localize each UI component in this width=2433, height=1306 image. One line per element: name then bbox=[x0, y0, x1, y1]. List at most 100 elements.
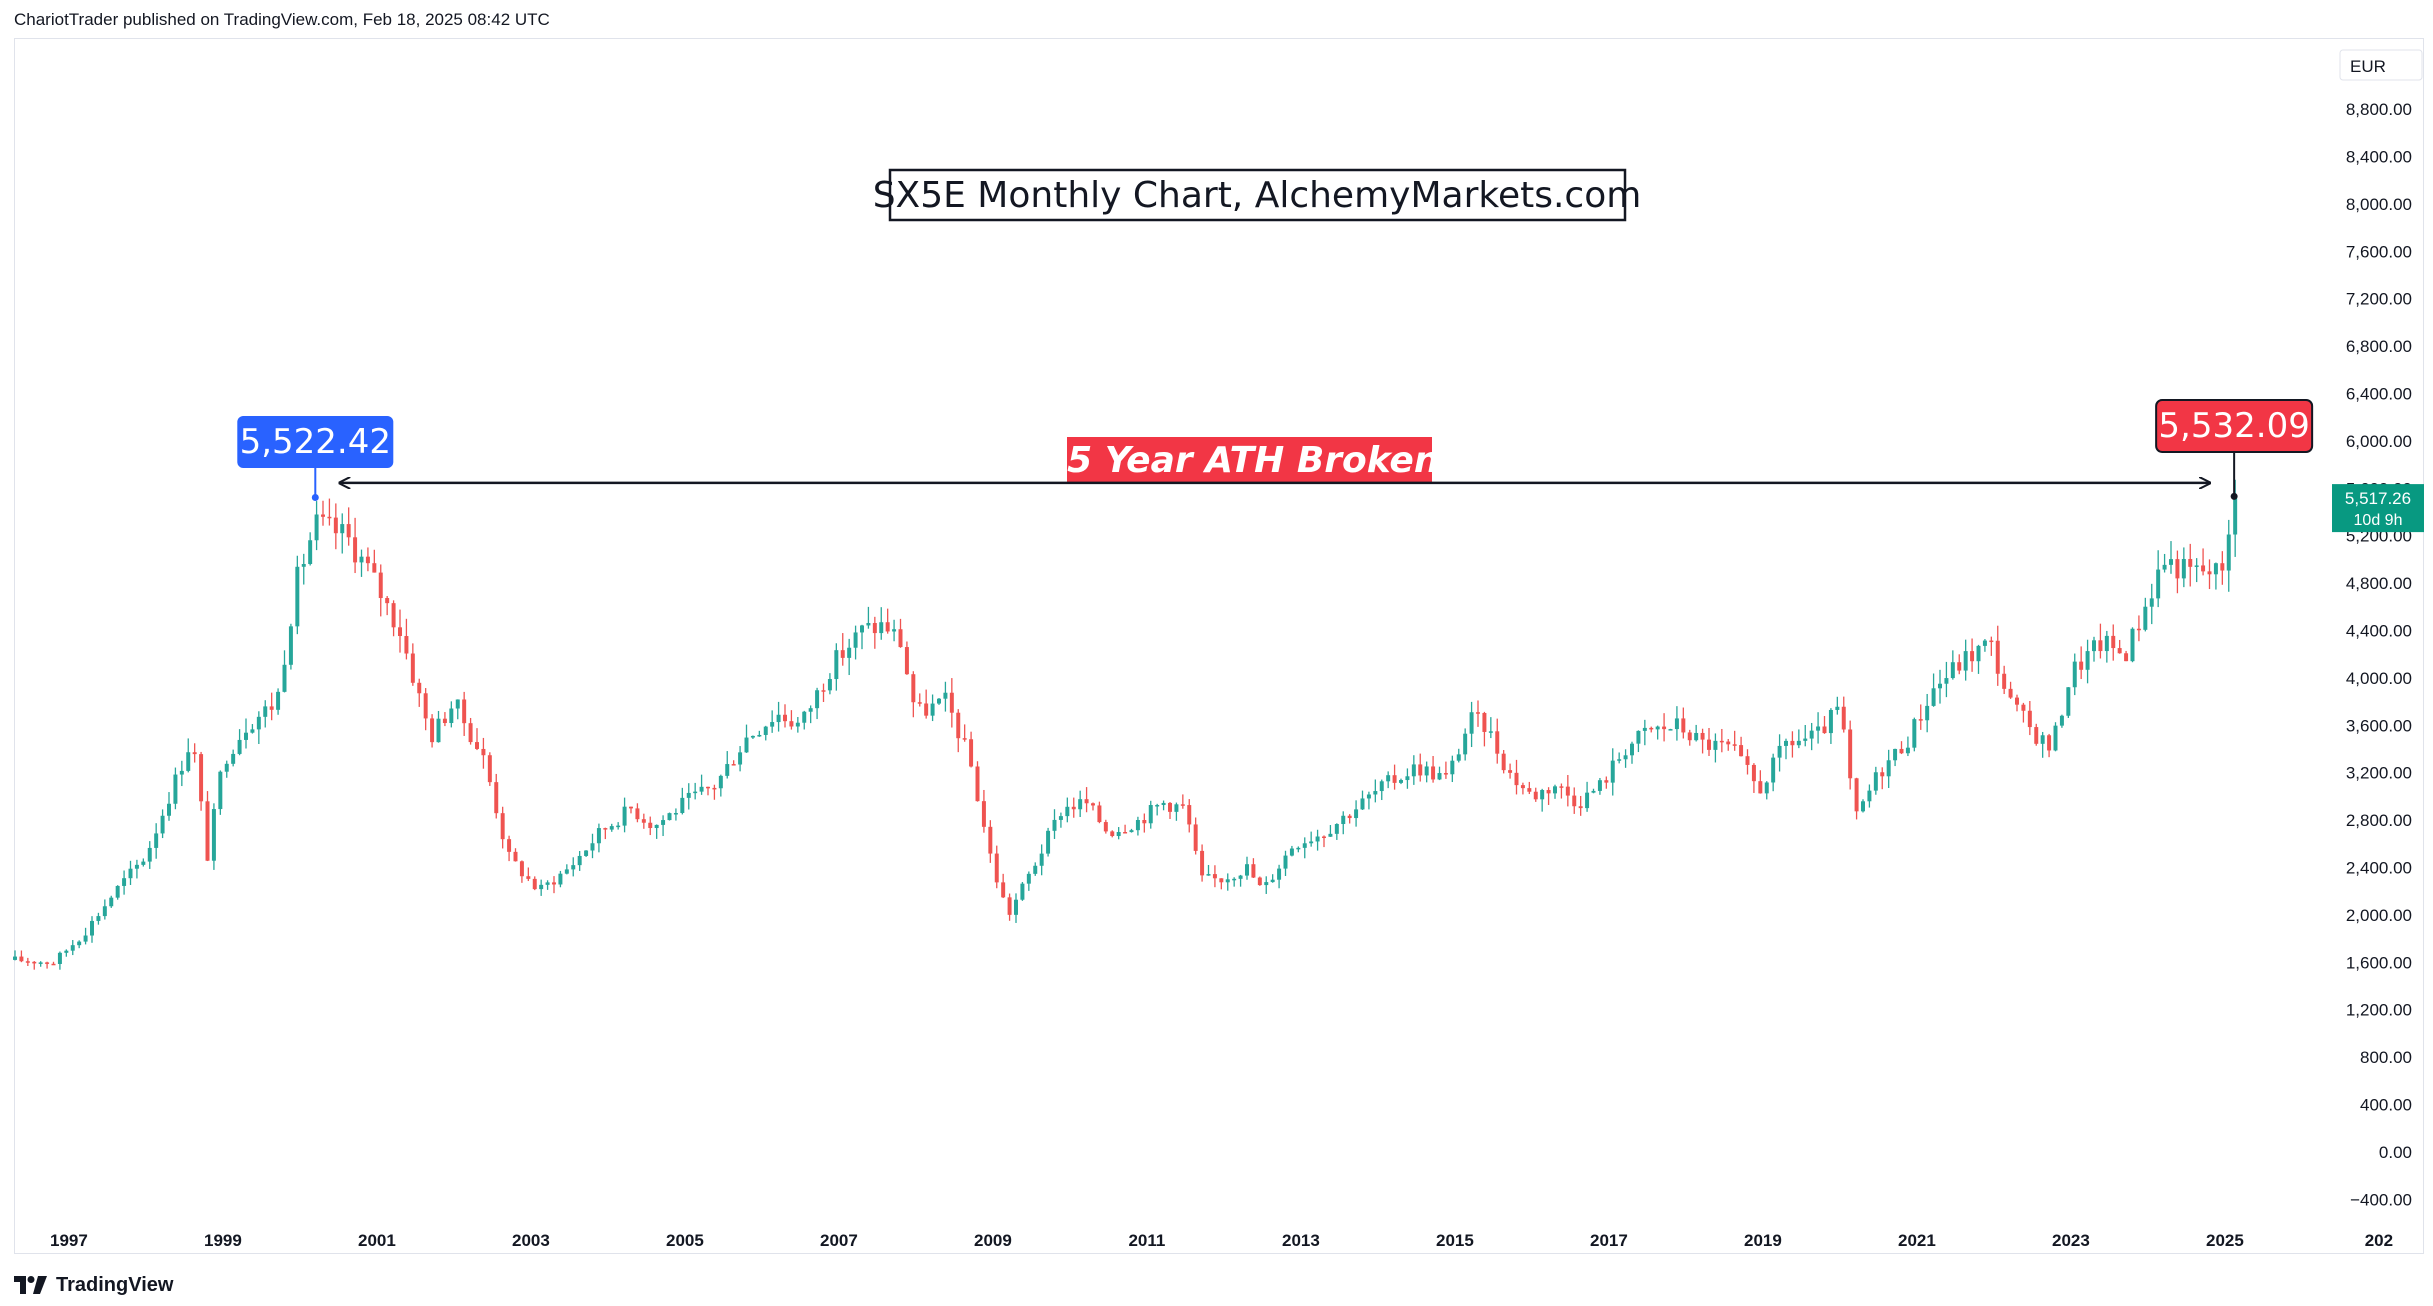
candle bbox=[1674, 706, 1679, 741]
candle bbox=[1514, 759, 1519, 795]
candle bbox=[372, 549, 377, 573]
candle bbox=[513, 848, 518, 862]
candle bbox=[1803, 724, 1808, 747]
candle bbox=[2092, 636, 2096, 662]
candle bbox=[2220, 551, 2225, 585]
candle bbox=[102, 899, 107, 920]
candle bbox=[680, 787, 685, 815]
y-tick-label: 2,400.00 bbox=[2346, 859, 2412, 878]
candle bbox=[423, 688, 428, 731]
candle bbox=[442, 712, 447, 727]
candle bbox=[2002, 665, 2007, 695]
candle bbox=[83, 927, 88, 945]
candle bbox=[276, 688, 281, 715]
last-price-badge[interactable]: 5,517.26 10d 9h bbox=[2332, 484, 2424, 533]
candle bbox=[2053, 722, 2058, 752]
candle bbox=[1501, 750, 1506, 774]
x-tick-label: 2021 bbox=[1898, 1231, 1936, 1250]
candle bbox=[1816, 712, 1821, 744]
ath-banner-text: 25 Year ATH Broken! bbox=[1042, 440, 1456, 481]
candle bbox=[128, 860, 133, 885]
candle bbox=[1533, 787, 1538, 802]
candle bbox=[391, 600, 396, 637]
candle bbox=[2117, 639, 2122, 654]
y-tick-label: −400.00 bbox=[2350, 1190, 2412, 1209]
candle bbox=[327, 498, 332, 526]
candle bbox=[526, 867, 531, 882]
candle bbox=[134, 859, 139, 879]
candle bbox=[763, 725, 768, 741]
candle bbox=[224, 760, 229, 778]
x-tick-label: 2023 bbox=[2052, 1231, 2090, 1250]
y-axis[interactable]: 9,200.008,800.008,400.008,000.007,600.00… bbox=[2346, 53, 2412, 1210]
candle bbox=[186, 738, 191, 773]
candle bbox=[956, 709, 961, 753]
candle bbox=[635, 803, 640, 823]
candle bbox=[1520, 782, 1525, 795]
candle bbox=[1411, 755, 1416, 785]
candle bbox=[2201, 548, 2206, 576]
candle bbox=[1572, 787, 1577, 814]
candle bbox=[1007, 893, 1012, 921]
candle bbox=[1264, 876, 1269, 894]
x-axis[interactable]: 1997 1999 2001 2003 2005 2007 2009 2011 2013 2015… bbox=[50, 1231, 2393, 1250]
candle bbox=[173, 767, 178, 810]
candle bbox=[455, 699, 460, 720]
candle bbox=[1841, 696, 1846, 733]
candle bbox=[1495, 718, 1500, 764]
candle bbox=[1861, 799, 1865, 813]
candle bbox=[603, 827, 608, 840]
candle bbox=[1193, 817, 1198, 855]
candle bbox=[750, 735, 755, 739]
candle bbox=[1418, 753, 1423, 782]
candle bbox=[1245, 856, 1249, 880]
candle bbox=[1379, 779, 1384, 801]
candle bbox=[1963, 639, 1968, 681]
candle bbox=[1360, 790, 1365, 810]
candle bbox=[1071, 797, 1076, 818]
candle bbox=[2072, 653, 2077, 696]
y-tick-label: 7,600.00 bbox=[2346, 242, 2412, 261]
candle bbox=[1482, 711, 1487, 747]
candle bbox=[468, 717, 473, 745]
candle bbox=[141, 858, 146, 867]
candle bbox=[860, 624, 864, 650]
candle bbox=[1469, 701, 1474, 748]
candle bbox=[1001, 873, 1006, 899]
candle bbox=[1854, 777, 1859, 820]
candle bbox=[507, 835, 512, 862]
candle bbox=[2226, 519, 2231, 592]
candle bbox=[385, 596, 390, 616]
old-high-point bbox=[311, 493, 319, 501]
candle bbox=[808, 705, 813, 724]
x-tick-label: 2019 bbox=[1744, 1231, 1782, 1250]
candle bbox=[353, 517, 358, 574]
x-tick-label: 2005 bbox=[666, 1231, 704, 1250]
candle bbox=[757, 730, 762, 737]
candle bbox=[378, 564, 383, 617]
candle bbox=[147, 841, 152, 869]
candle bbox=[519, 860, 524, 883]
candle bbox=[2085, 639, 2090, 684]
candle bbox=[1309, 831, 1314, 847]
candle bbox=[1886, 749, 1891, 789]
y-tick-label: 8,800.00 bbox=[2346, 100, 2412, 119]
candle bbox=[1116, 827, 1121, 840]
candle bbox=[686, 783, 691, 810]
x-tick-label: 1997 bbox=[50, 1231, 88, 1250]
candle bbox=[109, 895, 114, 908]
candle bbox=[13, 950, 17, 961]
candle bbox=[1912, 717, 1917, 752]
candle bbox=[2047, 733, 2052, 758]
currency-box[interactable] bbox=[2339, 49, 2423, 81]
candle bbox=[1732, 730, 1737, 751]
candle bbox=[1206, 864, 1211, 876]
candle bbox=[494, 773, 499, 819]
candle bbox=[847, 638, 852, 676]
candle bbox=[1443, 761, 1448, 779]
candle bbox=[1694, 724, 1699, 742]
candle bbox=[314, 501, 319, 551]
candle bbox=[1591, 788, 1596, 794]
candle bbox=[250, 724, 255, 734]
